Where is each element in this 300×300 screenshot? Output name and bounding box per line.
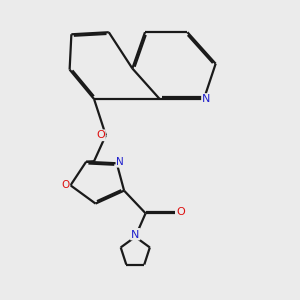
Text: O: O — [61, 180, 69, 190]
Text: N: N — [131, 230, 140, 239]
Text: N: N — [116, 157, 124, 167]
Text: N: N — [131, 229, 140, 239]
Text: O: O — [176, 207, 185, 218]
Text: N: N — [202, 94, 210, 104]
Text: O: O — [96, 130, 105, 140]
